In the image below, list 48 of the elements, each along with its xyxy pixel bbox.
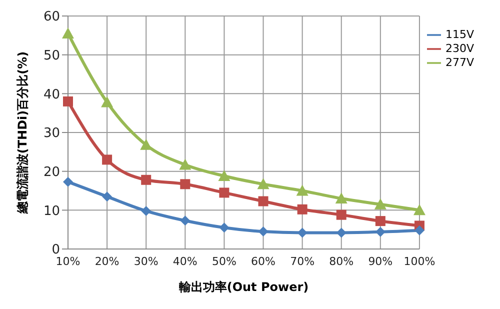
point	[102, 192, 112, 202]
y-tick-label: 20	[43, 164, 60, 180]
point	[297, 228, 308, 238]
point	[102, 154, 112, 165]
point	[258, 196, 268, 206]
x-tick-label: 90%	[368, 254, 393, 268]
x-axis-title: 輸出功率(Out Power)	[178, 280, 309, 294]
x-tick-label: 60%	[251, 254, 276, 268]
point	[141, 206, 152, 216]
legend-label: 230V	[445, 42, 474, 56]
x-tick-label: 50%	[212, 254, 236, 268]
point	[180, 216, 190, 226]
point	[63, 96, 73, 106]
point	[219, 188, 230, 198]
point	[141, 174, 152, 185]
point	[335, 192, 348, 204]
x-tick-label: 30%	[134, 254, 158, 268]
point	[180, 179, 190, 190]
y-tick-label: 60	[43, 10, 60, 25]
x-tick-label: 20%	[94, 254, 120, 268]
y-tick-label: 30	[43, 126, 60, 142]
point	[63, 176, 73, 187]
point	[297, 204, 308, 214]
point	[375, 216, 386, 226]
point	[218, 170, 230, 181]
legend-label: 277V	[445, 56, 474, 70]
point	[62, 27, 74, 38]
point	[257, 178, 270, 190]
point	[336, 228, 346, 238]
point	[414, 225, 424, 236]
y-tick-label: 50	[43, 48, 60, 64]
x-tick-label: 80%	[329, 254, 354, 268]
point	[413, 204, 426, 216]
point	[179, 158, 192, 170]
x-tick-label: 70%	[290, 254, 315, 268]
x-tick-label: 40%	[172, 254, 198, 268]
y-tick-label: 10	[43, 204, 60, 219]
legend-label: 115V	[445, 28, 474, 42]
y-tick-label: 40	[43, 87, 60, 102]
point	[374, 198, 386, 210]
point	[219, 222, 230, 233]
point	[101, 96, 114, 108]
point	[375, 226, 386, 237]
point	[336, 210, 346, 220]
point	[258, 226, 268, 237]
y-axis-title: 總電流諧波(THDi)百分比(%)	[15, 51, 30, 215]
x-tick-label: 100%	[404, 254, 436, 268]
point	[296, 184, 308, 196]
